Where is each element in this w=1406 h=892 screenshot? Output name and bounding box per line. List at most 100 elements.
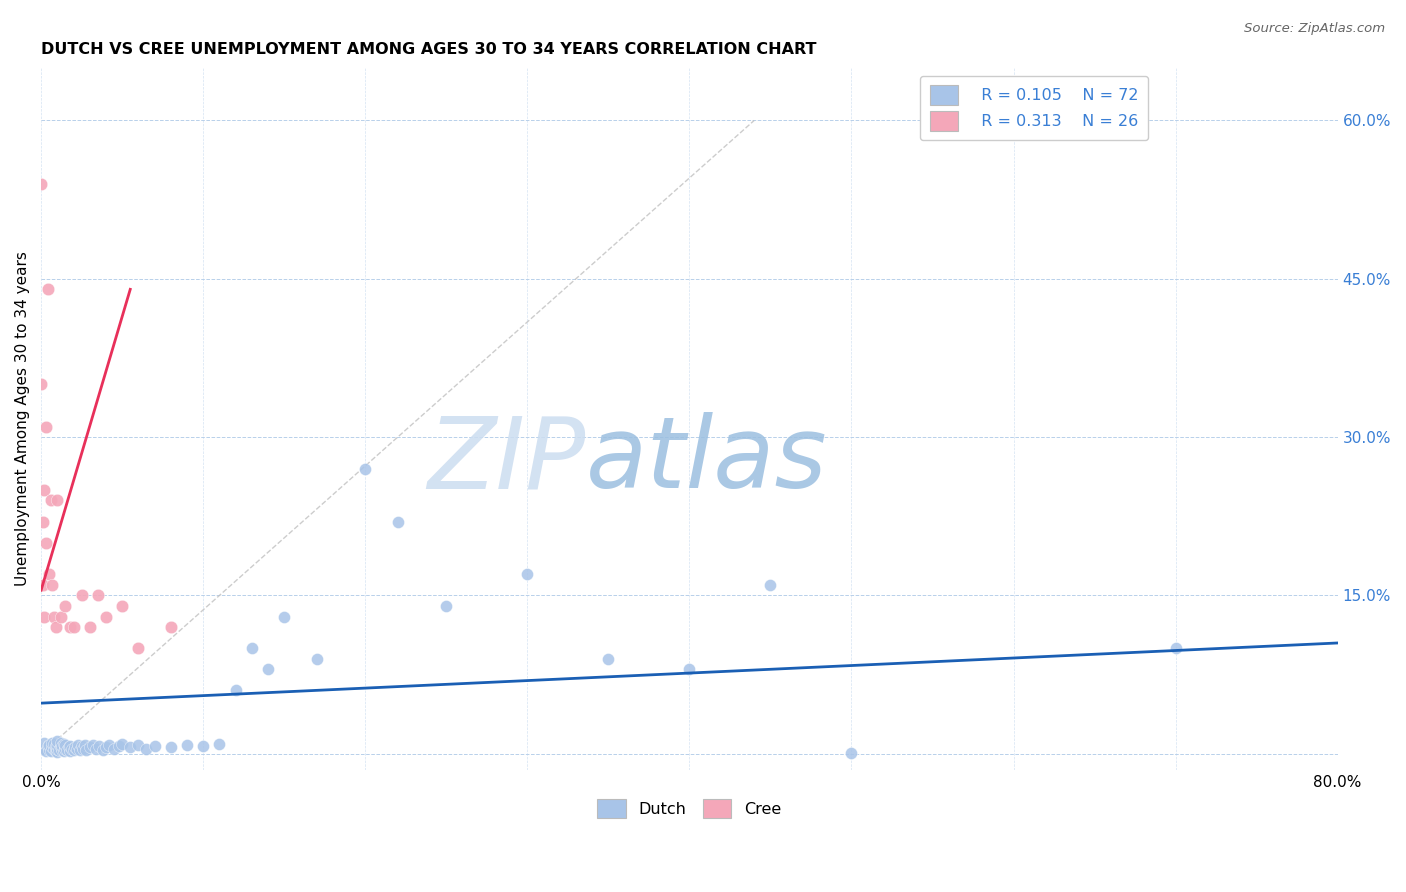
Point (46, 745, 69, 759)
Point (70, 739, 93, 754)
Point (41, 740, 63, 755)
Point (49, 740, 72, 755)
Point (143, 739, 166, 754)
Point (56, 742, 79, 756)
Point (34, 736, 56, 750)
Point (103, 741, 125, 756)
Point (39, 493, 62, 508)
Point (46, 741, 69, 756)
Legend: Dutch, Cree: Dutch, Cree (591, 793, 787, 825)
Point (35, 535, 58, 549)
Point (39, 744, 62, 758)
Point (67, 739, 90, 753)
Point (46, 493, 69, 508)
Point (89, 739, 111, 754)
Point (58, 740, 80, 755)
Point (38, 742, 60, 756)
Point (79, 620, 101, 634)
Text: atlas: atlas (586, 412, 827, 509)
Point (159, 740, 181, 755)
Point (62, 620, 84, 634)
Point (35, 419, 58, 434)
Point (120, 740, 142, 755)
Point (55, 741, 77, 756)
Point (52, 737, 75, 751)
Point (135, 741, 157, 756)
Point (240, 641, 263, 656)
Point (42, 737, 65, 751)
Point (434, 599, 457, 613)
Point (72, 741, 94, 756)
Point (62, 742, 84, 756)
Point (108, 739, 131, 754)
Point (59, 739, 82, 754)
Point (45, 744, 67, 758)
Point (87, 589, 110, 603)
Point (127, 641, 149, 656)
Point (30, 377, 52, 392)
Point (841, 746, 863, 760)
Point (31, 515, 53, 529)
Point (193, 739, 215, 754)
Point (49, 736, 72, 750)
Point (45, 620, 67, 634)
Point (31, 741, 53, 756)
Point (387, 515, 409, 529)
Point (46, 739, 69, 753)
Point (76, 742, 98, 756)
Text: ZIP: ZIP (427, 412, 586, 509)
Point (51, 742, 73, 756)
Point (55, 599, 77, 613)
Point (37, 282, 59, 296)
Point (51, 739, 73, 754)
Point (598, 652, 620, 666)
Point (354, 462, 377, 476)
Point (94, 609, 117, 624)
Point (111, 599, 134, 613)
Point (84, 741, 107, 756)
Point (34, 483, 56, 497)
Y-axis label: Unemployment Among Ages 30 to 34 years: Unemployment Among Ages 30 to 34 years (15, 252, 30, 586)
Point (52, 744, 75, 758)
Point (111, 737, 134, 751)
Point (1164, 641, 1187, 656)
Point (59, 744, 82, 758)
Text: DUTCH VS CREE UNEMPLOYMENT AMONG AGES 30 TO 34 YEARS CORRELATION CHART: DUTCH VS CREE UNEMPLOYMENT AMONG AGES 30… (41, 42, 817, 57)
Point (516, 567, 538, 582)
Point (305, 652, 328, 666)
Point (69, 742, 91, 756)
Point (208, 737, 231, 751)
Point (49, 609, 72, 624)
Point (66, 741, 89, 756)
Point (176, 739, 198, 753)
Point (678, 662, 700, 676)
Point (34, 609, 56, 624)
Point (41, 736, 63, 750)
Point (759, 578, 782, 592)
Point (98, 739, 121, 753)
Point (37, 739, 59, 754)
Point (127, 739, 149, 753)
Point (94, 740, 117, 755)
Point (257, 662, 280, 676)
Point (45, 739, 67, 754)
Point (63, 740, 86, 755)
Point (159, 620, 181, 634)
Text: Source: ZipAtlas.com: Source: ZipAtlas.com (1244, 22, 1385, 36)
Point (31, 578, 53, 592)
Point (60, 741, 83, 756)
Point (46, 734, 69, 748)
Point (70, 589, 93, 603)
Point (82, 739, 104, 753)
Point (48, 742, 70, 756)
Point (273, 609, 295, 624)
Point (38, 567, 60, 582)
Point (91, 742, 114, 756)
Point (35, 744, 58, 758)
Point (73, 739, 96, 753)
Point (79, 740, 101, 755)
Point (55, 739, 77, 753)
Point (42, 609, 65, 624)
Point (41, 578, 63, 592)
Point (42, 741, 65, 756)
